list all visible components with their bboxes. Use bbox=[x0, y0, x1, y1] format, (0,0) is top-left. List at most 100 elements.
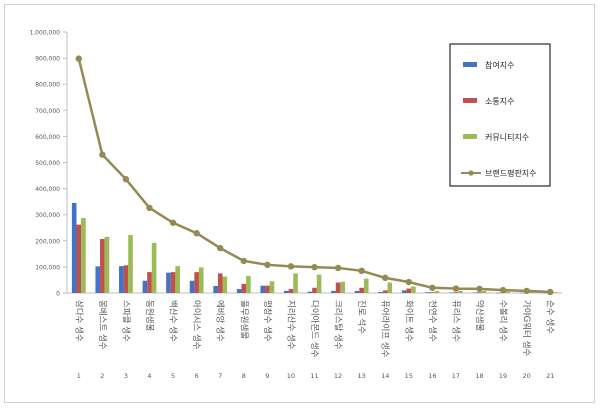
x-category-label: 약산샘물 bbox=[474, 300, 485, 331]
bar bbox=[387, 282, 393, 293]
x-rank-label: 3 bbox=[124, 372, 128, 380]
bar bbox=[449, 292, 454, 293]
line-point bbox=[547, 288, 554, 296]
y-tick-label: 800,000 bbox=[35, 82, 60, 89]
y-tick-label: 300,000 bbox=[35, 212, 60, 219]
x-category-label: 에비앙 생수 bbox=[215, 300, 226, 342]
y-axis: 0 100,000 200,000 300,000 400,000 500,000 600,… bbox=[29, 30, 68, 298]
y-tick-label: 900,000 bbox=[35, 56, 60, 63]
bar bbox=[260, 285, 266, 293]
y-tick-label: 700,000 bbox=[35, 108, 60, 115]
x-rank-label: 2 bbox=[100, 372, 104, 380]
line-point bbox=[405, 278, 412, 286]
bar bbox=[425, 292, 431, 293]
x-rank-label: 12 bbox=[334, 372, 342, 380]
x-axis: 삼다수 생수 1 몽베스트 생수 2 스파클 생수 3 동원샘물 4 백산수 생수 5 아이시스 생… bbox=[67, 292, 562, 380]
x-rank-label: 16 bbox=[428, 372, 436, 380]
bar bbox=[354, 290, 360, 293]
legend-label: 참여지수 bbox=[485, 60, 514, 70]
bar bbox=[175, 266, 180, 293]
bar-series bbox=[71, 202, 558, 294]
bar bbox=[505, 291, 510, 293]
legend-swatch bbox=[463, 62, 477, 67]
x-category-label: 가야G워터 생수 bbox=[521, 300, 532, 356]
x-category-label: 백산수 생수 bbox=[168, 300, 179, 342]
bar bbox=[213, 285, 218, 293]
x-category-label: 크리스탈 생수 bbox=[333, 300, 344, 350]
bar bbox=[496, 292, 501, 294]
x-category-label: 천연수 생수 bbox=[427, 300, 438, 342]
line-point bbox=[476, 285, 483, 293]
x-rank-label: 17 bbox=[452, 372, 460, 380]
x-rank-label: 15 bbox=[405, 372, 413, 380]
bar bbox=[123, 265, 129, 293]
bar bbox=[477, 292, 482, 293]
bar bbox=[236, 289, 242, 293]
bar bbox=[189, 280, 195, 293]
line-series bbox=[75, 55, 554, 296]
y-tick-label: 100,000 bbox=[35, 264, 60, 271]
bar bbox=[434, 290, 440, 293]
bar bbox=[363, 278, 369, 293]
x-category-label: 수볼리 생수 bbox=[498, 300, 509, 342]
bar bbox=[142, 280, 148, 293]
legend-label: 커뮤니티지수 bbox=[485, 132, 529, 142]
x-category-label: 풀무원샘물 bbox=[238, 300, 248, 339]
x-category-label: 평창수 생수 bbox=[262, 300, 273, 342]
x-rank-label: 6 bbox=[195, 372, 199, 380]
bar bbox=[382, 290, 388, 293]
bar bbox=[307, 291, 313, 293]
bar bbox=[284, 290, 289, 293]
x-category-label: 삼다수 생수 bbox=[73, 300, 84, 342]
bar bbox=[246, 276, 251, 293]
bar bbox=[81, 218, 86, 293]
x-rank-label: 14 bbox=[381, 372, 389, 380]
bar bbox=[552, 292, 558, 293]
line-point bbox=[240, 257, 247, 265]
x-rank-label: 21 bbox=[546, 372, 554, 380]
x-rank-label: 4 bbox=[147, 372, 151, 380]
x-rank-label: 18 bbox=[475, 372, 483, 380]
y-tick-label: 0 bbox=[56, 291, 60, 298]
x-rank-label: 5 bbox=[171, 372, 175, 380]
x-category-label: 진로 석수 bbox=[356, 300, 367, 334]
line-point bbox=[146, 204, 153, 212]
bar bbox=[430, 292, 435, 293]
bar bbox=[481, 290, 487, 293]
line-point bbox=[499, 286, 507, 294]
x-category-label: 순수 생수 bbox=[545, 300, 556, 334]
bar bbox=[269, 281, 275, 293]
line-point bbox=[311, 263, 318, 271]
line-point bbox=[523, 287, 530, 295]
x-rank-label: 19 bbox=[499, 372, 507, 380]
line-point bbox=[429, 284, 436, 291]
x-category-label: 동원샘물 bbox=[144, 300, 154, 331]
line-point bbox=[169, 219, 177, 226]
bar bbox=[519, 292, 525, 294]
legend-label: 소통지수 bbox=[485, 97, 514, 106]
x-rank-label: 1 bbox=[77, 372, 81, 380]
bar bbox=[217, 273, 223, 293]
legend-marker bbox=[468, 170, 474, 176]
line-point bbox=[193, 230, 200, 237]
bar bbox=[95, 266, 101, 293]
bar bbox=[378, 291, 383, 293]
line-point bbox=[287, 263, 295, 270]
legend-swatch bbox=[463, 98, 477, 103]
bar bbox=[170, 272, 176, 293]
bar bbox=[265, 285, 270, 293]
x-category-label: 퓨어라이프 생수 bbox=[380, 300, 391, 358]
bar bbox=[166, 272, 171, 293]
bar bbox=[293, 273, 298, 293]
bar bbox=[104, 236, 110, 293]
bar bbox=[335, 282, 341, 293]
bar bbox=[241, 283, 247, 293]
line-point bbox=[217, 244, 224, 252]
x-category-label: 아이시스 생수 bbox=[191, 300, 202, 350]
x-category-label: 몽베스트 생수 bbox=[97, 300, 108, 350]
bar bbox=[472, 292, 478, 293]
chart-frame bbox=[4, 4, 595, 403]
x-rank-label: 8 bbox=[242, 372, 246, 380]
